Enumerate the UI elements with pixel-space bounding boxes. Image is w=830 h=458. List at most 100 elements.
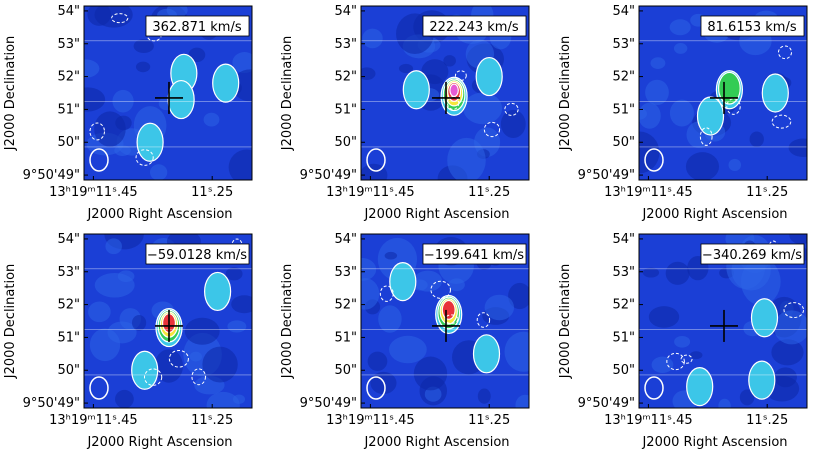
emission-blob — [131, 350, 159, 390]
negative-contour — [483, 121, 501, 138]
channel-panel: 362.871 km/s 54" 53" 52" 51" 50" 9°50'49" 13ʰ19… — [3, 4, 253, 222]
y-tick-label: 50" — [612, 363, 635, 378]
x-tick-label: 11ˢ.25 — [746, 185, 788, 200]
negative-contour — [447, 96, 460, 110]
negative-contour — [726, 98, 741, 115]
emission-level — [449, 84, 459, 97]
noise-patch — [89, 328, 121, 362]
negative-contour — [504, 102, 519, 116]
noise-patch — [362, 28, 383, 49]
y-tick-label: 54" — [334, 4, 357, 19]
positive-contour — [389, 262, 417, 302]
channel-panel: 222.243 km/s 54" 53" 52" 51" 50" 9°50'49" 13ʰ19… — [280, 4, 530, 222]
positive-contour — [136, 122, 164, 162]
noise-patch — [749, 131, 764, 147]
channel-panel: −340.269 km/s 54" 53" 52" 51" 50" 9°50'49" 13ʰ1… — [558, 232, 808, 450]
y-axis-title: J2000 Declination — [280, 264, 295, 380]
negative-contour — [111, 13, 129, 24]
emission-blob — [472, 334, 501, 374]
emission-level — [473, 334, 500, 373]
negative-contour — [454, 70, 467, 81]
noise-patch — [94, 111, 126, 147]
emission-level — [403, 70, 430, 109]
negative-contour — [430, 280, 451, 299]
panel-frame — [360, 5, 530, 181]
noise-patch — [665, 261, 690, 285]
negative-contour — [783, 302, 805, 319]
noise-patch — [88, 301, 111, 323]
emission-level — [131, 351, 158, 390]
y-tick-label: 52" — [57, 70, 80, 85]
noise-patch — [447, 137, 486, 180]
x-axis-title: J2000 Right Ascension — [86, 207, 232, 222]
positive-contour — [686, 367, 714, 407]
noise-patch — [413, 356, 448, 391]
positive-contour — [761, 73, 789, 113]
y-tick-label: 53" — [57, 265, 80, 280]
y-tick-label: 52" — [334, 70, 357, 85]
y-tick-label: 50" — [57, 135, 80, 150]
noise-patch — [728, 158, 742, 172]
positive-contour — [696, 96, 725, 136]
positive-contour — [442, 78, 466, 112]
x-axis-title: J2000 Right Ascension — [86, 435, 232, 450]
positive-contour — [437, 296, 461, 330]
beam-ellipse — [89, 148, 109, 172]
x-tick-label: 11ˢ.25 — [468, 413, 510, 428]
negative-contour — [680, 354, 693, 364]
y-tick-label: 53" — [334, 37, 357, 52]
positive-contour — [439, 298, 458, 325]
noise-patch — [84, 59, 100, 78]
emission-blob — [475, 56, 503, 97]
positive-contour — [748, 360, 776, 400]
noise-patch — [639, 102, 661, 129]
emission-level — [686, 367, 713, 406]
emission-blob — [435, 294, 463, 335]
velocity-label-box — [422, 243, 527, 265]
channel-panel: −59.0128 km/s 54" 53" 52" 51" 50" 9°50'49" 13ʰ1… — [3, 232, 253, 450]
noise-patch — [112, 89, 134, 113]
beam-ellipse — [366, 376, 386, 400]
x-tick-label: 13ʰ19ᵐ11ˢ.45 — [604, 185, 693, 200]
emission-level — [762, 74, 789, 112]
noise-patch — [413, 270, 443, 292]
negative-contour — [89, 122, 105, 141]
noise-patch — [361, 257, 377, 281]
y-tick-label: 54" — [612, 232, 635, 247]
panel-frame — [638, 5, 808, 181]
noise-patch — [389, 335, 427, 364]
noise-patch — [228, 149, 252, 180]
positive-contour — [440, 76, 468, 116]
noise-patch — [669, 99, 694, 127]
y-tick-label: 54" — [57, 232, 80, 247]
y-axis-title: J2000 Declination — [280, 36, 295, 152]
noise-patch — [398, 63, 414, 74]
velocity-label: −340.269 km/s — [702, 248, 802, 263]
positive-contour — [447, 81, 462, 102]
noise-patch — [131, 314, 147, 331]
y-tick-label: 9°50'49" — [23, 168, 80, 183]
noise-patch — [361, 278, 380, 310]
panel-frame — [360, 233, 530, 409]
y-tick-label: 53" — [57, 37, 80, 52]
noise-patch — [184, 317, 220, 345]
panel-frame — [83, 233, 253, 409]
noise-patch — [189, 351, 203, 362]
noise-patch — [771, 339, 804, 366]
positive-contour — [212, 63, 240, 103]
y-tick-label: 9°50'49" — [300, 168, 357, 183]
emission-blob — [402, 70, 430, 110]
noise-patch — [504, 331, 529, 372]
noise-patch — [477, 388, 491, 404]
emission-level — [137, 123, 164, 162]
positive-contour — [750, 298, 779, 338]
noise-patch — [651, 356, 674, 374]
y-tick-label: 9°50'49" — [578, 396, 635, 411]
noise-patch — [789, 234, 807, 245]
positive-contour — [131, 350, 159, 390]
channel-panel: 81.6153 km/s 54" 53" 52" 51" 50" 9°50'49" 13ʰ19… — [558, 4, 808, 222]
noise-patch — [443, 55, 456, 67]
y-tick-label: 51" — [57, 330, 80, 345]
emission-blob — [686, 367, 714, 407]
